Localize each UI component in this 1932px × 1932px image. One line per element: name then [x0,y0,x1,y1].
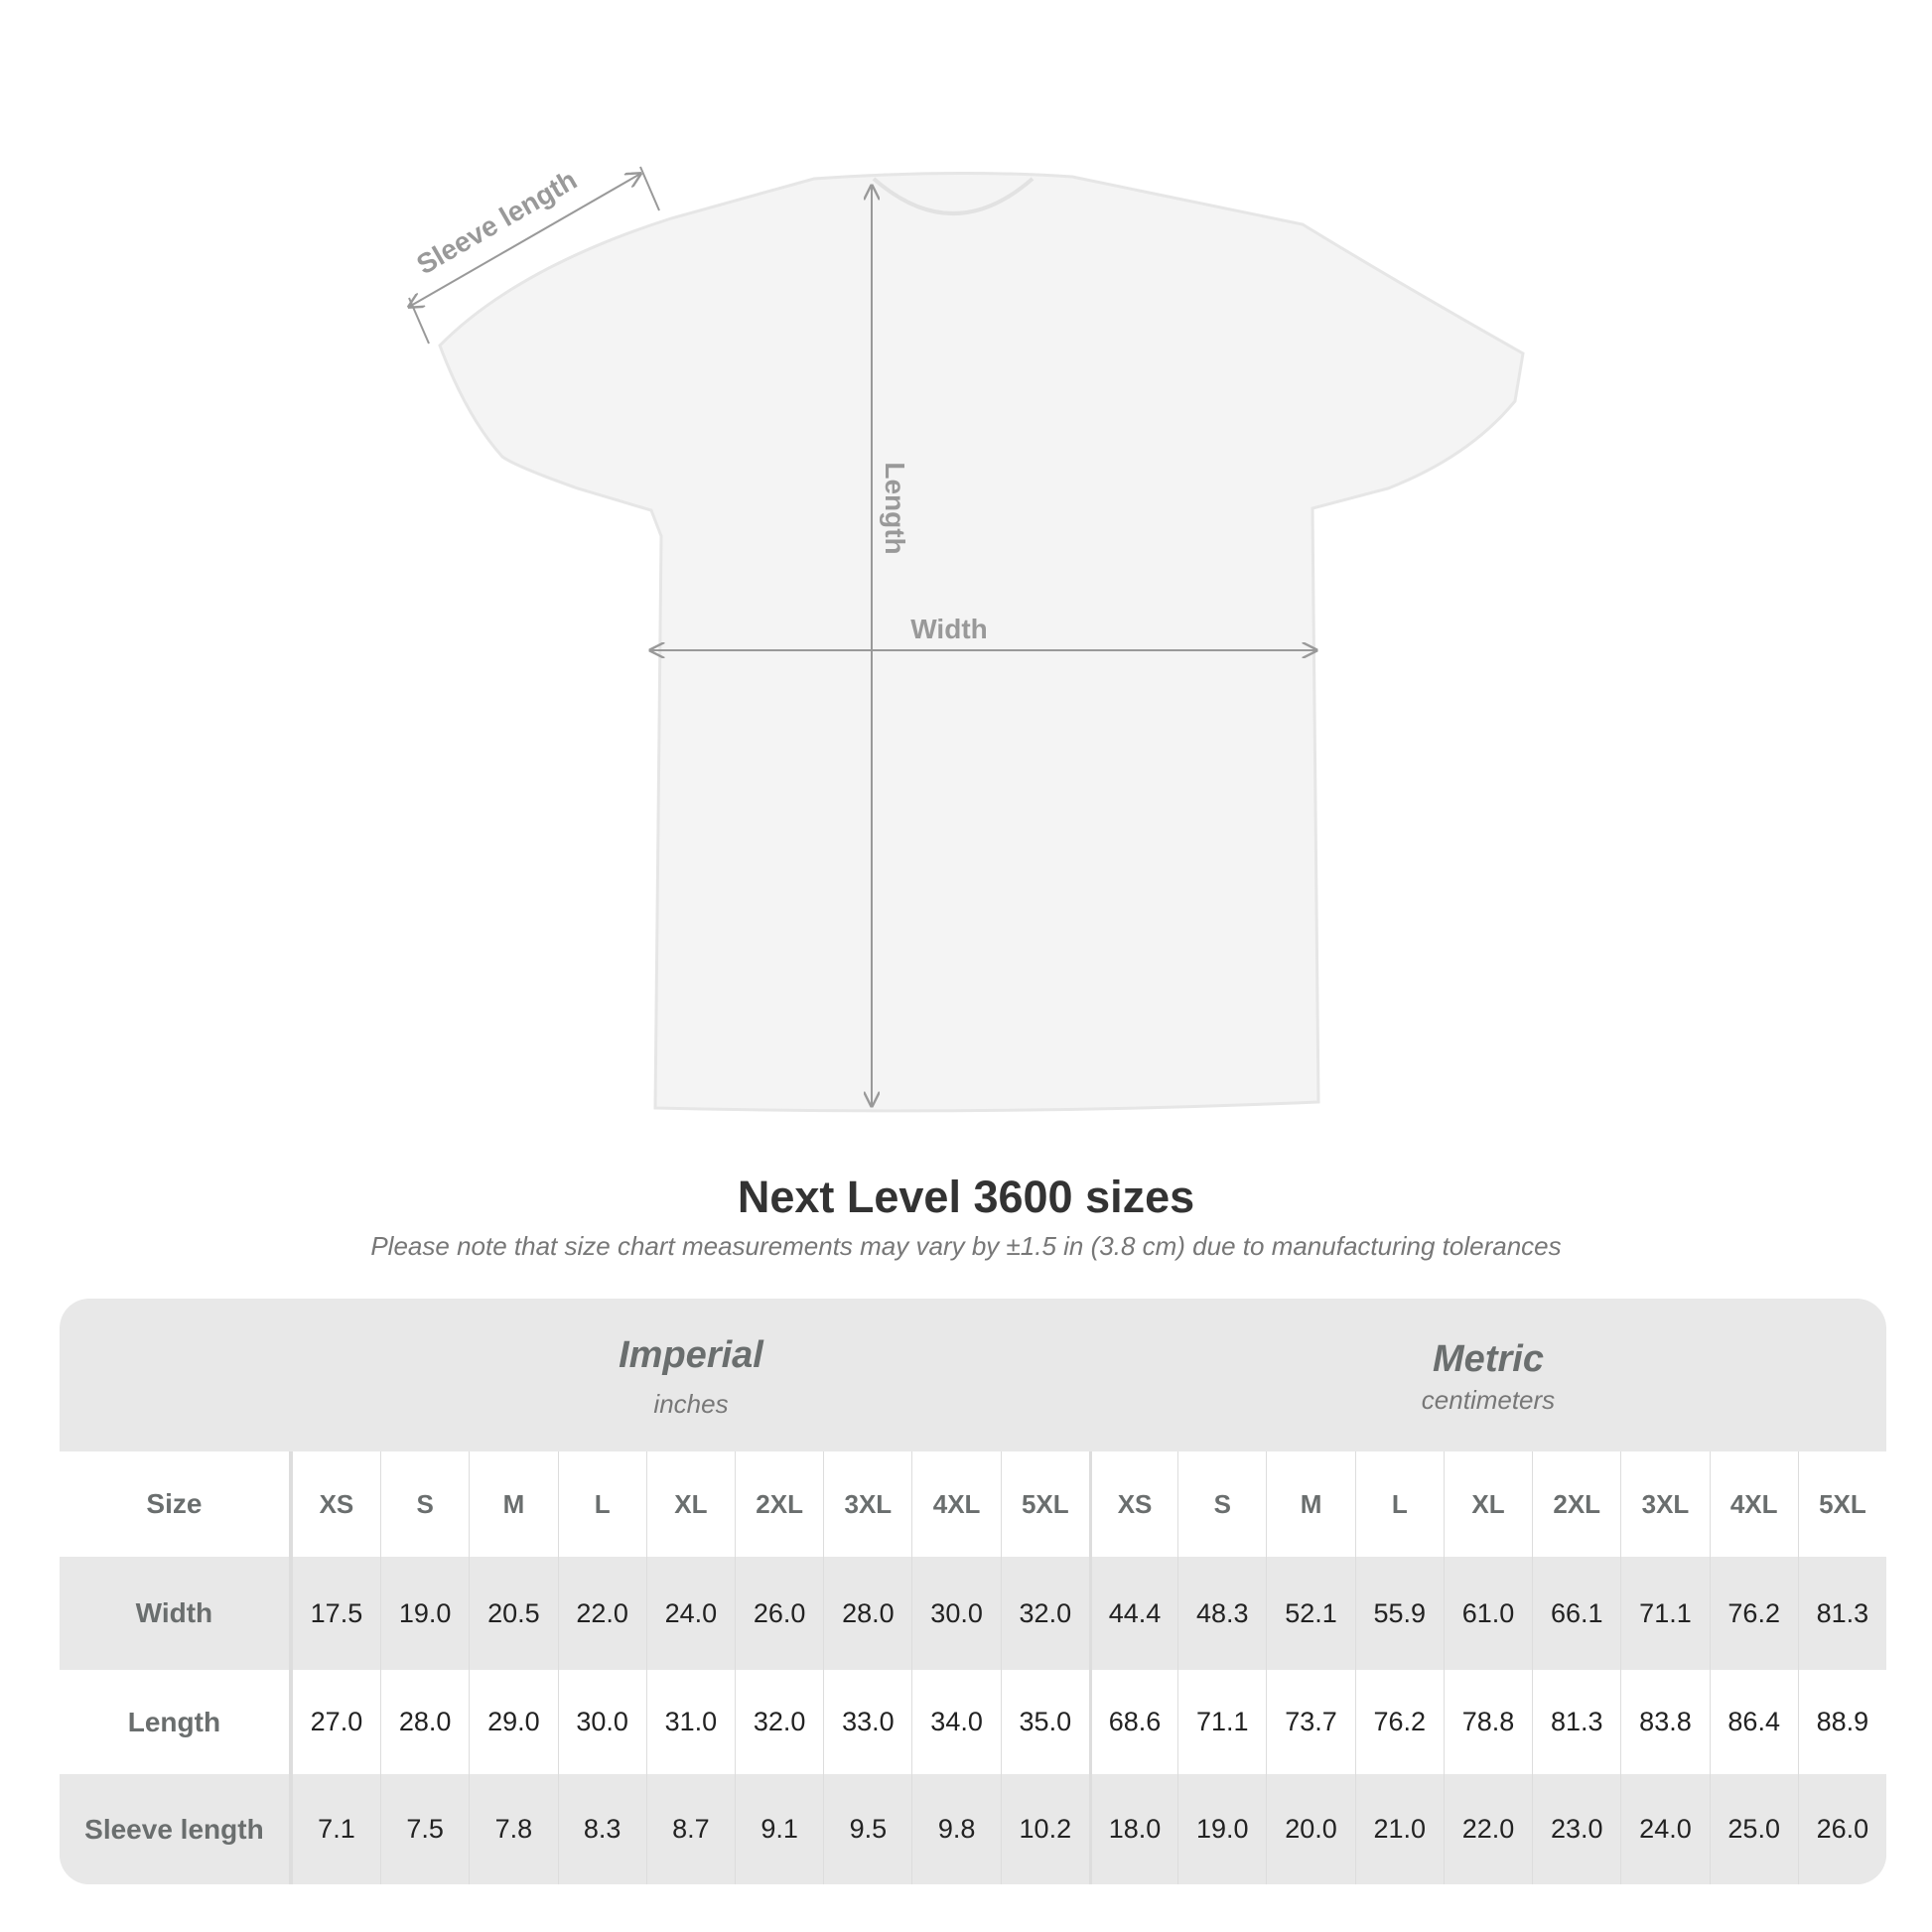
metric-size-xs: XS [1088,1451,1177,1557]
imperial-unit: inches [653,1389,729,1419]
metric-title: Metric [1433,1338,1544,1380]
size-header-row: Size XS S M L XL 2XL 3XL 4XL 5XL XS S M L XL 2XL 3XL 4XL 5… [60,1451,1886,1557]
metric-value-cell: 21.0 [1354,1774,1444,1884]
metric-value-cell: 86.4 [1709,1670,1798,1774]
imperial-value-cell: 7.5 [380,1774,469,1884]
width-label: Width [910,614,988,644]
imperial-size-4xl: 4XL [911,1451,1000,1557]
metric-size-m: M [1266,1451,1354,1557]
metric-value-cell: 19.0 [1177,1774,1266,1884]
imperial-value-cell: 31.0 [645,1670,735,1774]
metric-size-l: L [1354,1451,1444,1557]
imperial-value-cell: 33.0 [823,1670,911,1774]
imperial-size-l: L [557,1451,646,1557]
metric-value-cell: 66.1 [1532,1557,1620,1670]
imperial-value-cell: 30.0 [911,1557,1000,1670]
metric-value-cell: 26.0 [1797,1774,1886,1884]
tshirt-diagram: Length Width Sleeve length [0,164,1525,1113]
imperial-size-m: M [469,1451,557,1557]
size-table: Imperial inches Metric centimeters Size X… [60,1299,1886,1884]
imperial-size-5xl: 5XL [1000,1451,1089,1557]
imperial-value-cell: 35.0 [1000,1670,1089,1774]
imperial-value-cell: 8.3 [557,1774,646,1884]
table-row: Width 17.5 19.0 20.5 22.0 24.0 26.0 28.0 30.0 32.… [60,1557,1886,1670]
length-label: Length [880,462,910,554]
metric-value-cell: 18.0 [1088,1774,1177,1884]
page-title: Next Level 3600 sizes [737,1172,1195,1222]
imperial-size-xl: XL [645,1451,735,1557]
imperial-value-cell: 24.0 [645,1557,735,1670]
imperial-value-cell: 28.0 [823,1557,911,1670]
imperial-value-cell: 10.2 [1000,1774,1089,1884]
imperial-value-cell: 9.8 [911,1774,1000,1884]
metric-value-cell: 76.2 [1709,1557,1798,1670]
metric-value-cell: 20.0 [1266,1774,1354,1884]
imperial-size-s: S [380,1451,469,1557]
imperial-value-cell: 34.0 [911,1670,1000,1774]
imperial-value-cell: 27.0 [291,1670,380,1774]
imperial-value-cell: 20.5 [469,1557,557,1670]
imperial-size-3xl: 3XL [823,1451,911,1557]
imperial-title: Imperial [619,1334,763,1376]
metric-value-cell: 55.9 [1354,1557,1444,1670]
metric-value-cell: 24.0 [1620,1774,1709,1884]
imperial-value-cell: 30.0 [557,1670,646,1774]
row-label: Length [60,1670,292,1774]
metric-value-cell: 61.0 [1443,1557,1532,1670]
metric-value-cell: 68.6 [1088,1670,1177,1774]
metric-value-cell: 52.1 [1266,1557,1354,1670]
metric-value-cell: 76.2 [1354,1670,1444,1774]
metric-value-cell: 44.4 [1088,1557,1177,1670]
imperial-value-cell: 29.0 [469,1670,557,1774]
row-label: Sleeve length [60,1774,292,1884]
metric-value-cell: 88.9 [1797,1670,1886,1774]
imperial-size-2xl: 2XL [735,1451,823,1557]
metric-header: Metric centimeters [1090,1299,1886,1451]
imperial-value-cell: 9.5 [823,1774,911,1884]
imperial-value-cell: 17.5 [291,1557,380,1670]
metric-value-cell: 23.0 [1532,1774,1620,1884]
metric-size-xl: XL [1443,1451,1532,1557]
imperial-value-cell: 28.0 [380,1670,469,1774]
table-row: Length 27.0 28.0 29.0 30.0 31.0 32.0 33.0 34.0 35… [60,1670,1886,1774]
metric-size-5xl: 5XL [1797,1451,1886,1557]
imperial-value-cell: 7.8 [469,1774,557,1884]
metric-value-cell: 81.3 [1532,1670,1620,1774]
tshirt-shape [438,171,1525,1113]
imperial-value-cell: 7.1 [291,1774,380,1884]
imperial-header: Imperial inches [292,1299,1090,1451]
metric-value-cell: 83.8 [1620,1670,1709,1774]
metric-value-cell: 78.8 [1443,1670,1532,1774]
imperial-value-cell: 32.0 [735,1670,823,1774]
metric-size-s: S [1177,1451,1266,1557]
imperial-value-cell: 26.0 [735,1557,823,1670]
metric-value-cell: 71.1 [1620,1557,1709,1670]
metric-value-cell: 71.1 [1177,1670,1266,1774]
metric-size-2xl: 2XL [1532,1451,1620,1557]
metric-size-3xl: 3XL [1620,1451,1709,1557]
metric-value-cell: 25.0 [1709,1774,1798,1884]
metric-value-cell: 73.7 [1266,1670,1354,1774]
metric-size-4xl: 4XL [1709,1451,1798,1557]
tolerance-note: Please note that size chart measurements… [370,1231,1562,1261]
imperial-value-cell: 19.0 [380,1557,469,1670]
metric-value-cell: 22.0 [1443,1774,1532,1884]
size-label: Size [60,1451,292,1557]
imperial-value-cell: 9.1 [735,1774,823,1884]
table-row: Sleeve length 7.1 7.5 7.8 8.3 8.7 9.1 9.5 9.8 10.… [60,1774,1886,1884]
metric-unit: centimeters [1421,1385,1556,1415]
sleeve-arrow [409,174,640,307]
imperial-value-cell: 8.7 [645,1774,735,1884]
imperial-size-xs: XS [291,1451,380,1557]
imperial-value-cell: 22.0 [557,1557,646,1670]
imperial-value-cell: 32.0 [1000,1557,1089,1670]
metric-value-cell: 81.3 [1797,1557,1886,1670]
metric-value-cell: 48.3 [1177,1557,1266,1670]
row-label: Width [60,1557,292,1670]
